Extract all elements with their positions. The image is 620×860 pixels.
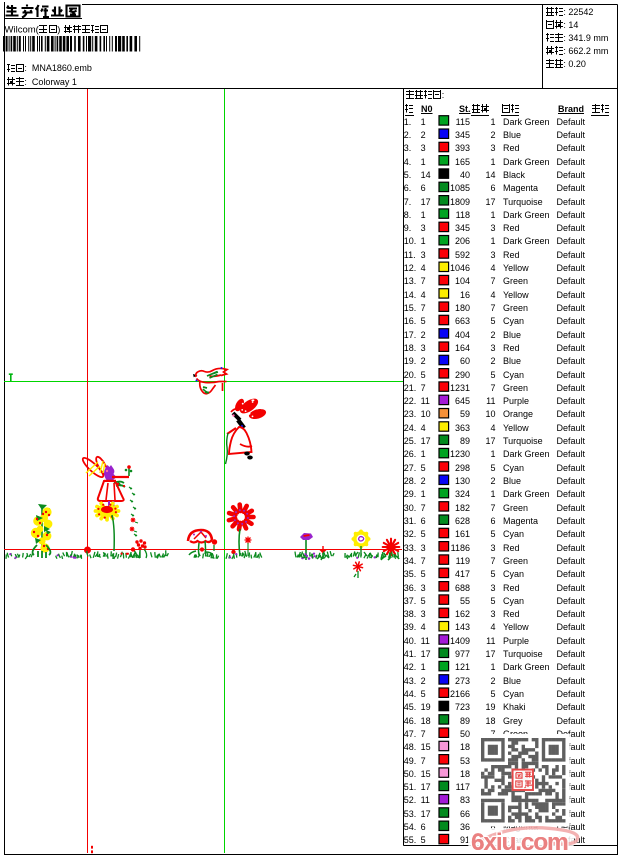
svg-text:6xiu.com: 6xiu.com bbox=[471, 829, 568, 856]
svg-text:6xiu.com: 6xiu.com bbox=[471, 829, 568, 856]
